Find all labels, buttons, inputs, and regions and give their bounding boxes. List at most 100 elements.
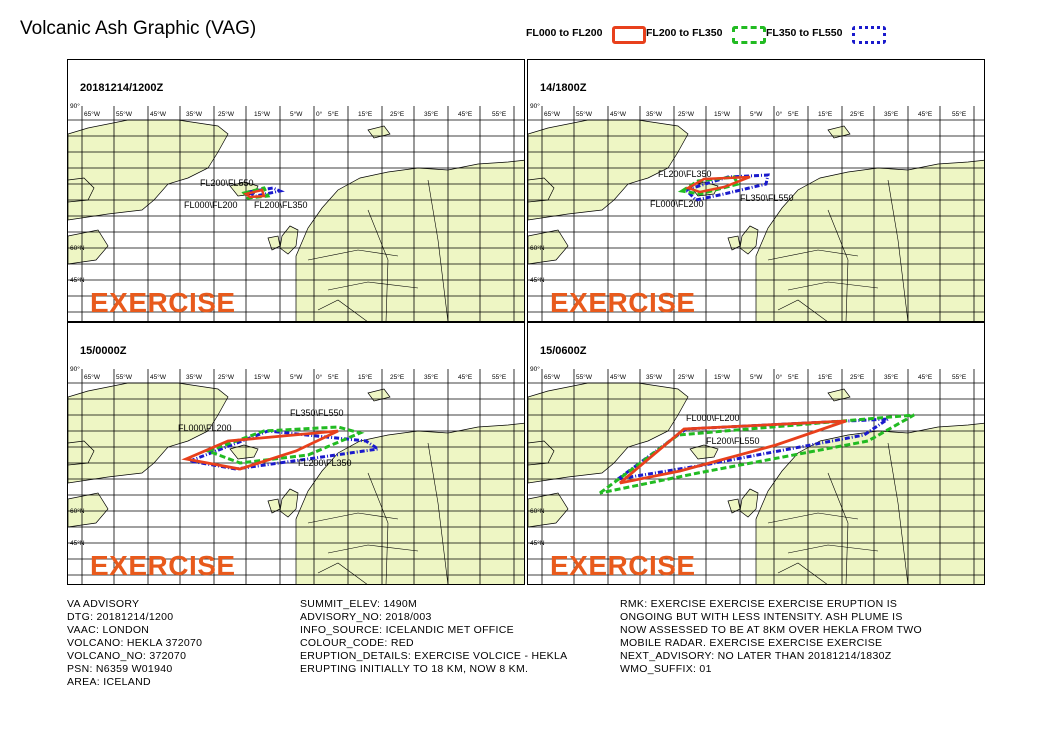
svg-text:90°: 90°: [530, 365, 540, 373]
svg-text:45°N: 45°N: [530, 276, 545, 284]
svg-text:25°E: 25°E: [390, 110, 405, 118]
exercise-label: EXERCISE: [550, 550, 696, 581]
svg-text:90°: 90°: [70, 102, 80, 110]
panel-time: 14/1800Z: [540, 82, 587, 94]
svg-text:45°W: 45°W: [610, 110, 627, 118]
svg-text:60°N: 60°N: [70, 244, 85, 252]
svg-text:55°W: 55°W: [576, 373, 593, 381]
svg-text:45°E: 45°E: [458, 373, 473, 381]
map-svg: 65°W 55°W 45°W 35°W 25°W 15°W 5°W 0° 5°E 15°E 25°E…: [68, 365, 524, 584]
svg-text:35°E: 35°E: [884, 110, 899, 118]
svg-text:65°W: 65°W: [84, 110, 101, 118]
legend-label-fl000-fl200: FL000 to FL200: [526, 27, 603, 39]
advisory-info-col1: VA ADVISORY DTG: 20181214/1200 VAAC: LON…: [67, 598, 203, 688]
svg-text:45°E: 45°E: [918, 373, 933, 381]
plume-label: FL350\FL550: [290, 408, 344, 418]
svg-text:60°N: 60°N: [530, 507, 545, 515]
svg-text:25°W: 25°W: [678, 373, 695, 381]
svg-text:45°N: 45°N: [70, 276, 85, 284]
svg-text:5°W: 5°W: [750, 373, 763, 381]
svg-text:45°W: 45°W: [610, 373, 627, 381]
svg-text:35°E: 35°E: [424, 373, 439, 381]
svg-text:65°W: 65°W: [544, 373, 561, 381]
svg-text:5°W: 5°W: [290, 110, 303, 118]
svg-text:5°E: 5°E: [328, 110, 339, 118]
svg-text:55°E: 55°E: [952, 373, 967, 381]
svg-text:45°W: 45°W: [150, 373, 167, 381]
svg-text:25°E: 25°E: [850, 373, 865, 381]
ash-plume-svg: FL000\FL200 FL350\FL550 FL200\FL350: [178, 408, 383, 471]
svg-text:5°W: 5°W: [290, 373, 303, 381]
svg-text:0°: 0°: [316, 110, 323, 118]
svg-text:15°E: 15°E: [358, 373, 373, 381]
svg-text:55°W: 55°W: [576, 110, 593, 118]
svg-text:60°N: 60°N: [530, 244, 545, 252]
svg-text:15°E: 15°E: [358, 110, 373, 118]
svg-text:15°E: 15°E: [818, 110, 833, 118]
svg-text:25°E: 25°E: [390, 373, 405, 381]
svg-text:0°: 0°: [316, 373, 323, 381]
svg-text:15°E: 15°E: [818, 373, 833, 381]
svg-text:35°E: 35°E: [884, 373, 899, 381]
svg-text:55°E: 55°E: [952, 110, 967, 118]
plume-label: FL200\FL550: [706, 436, 760, 446]
plume-label: FL200\FL550: [200, 178, 254, 188]
svg-text:55°W: 55°W: [116, 110, 133, 118]
svg-text:15°W: 15°W: [254, 373, 271, 381]
map-svg: 65°W 55°W 45°W 35°W 25°W 15°W 5°W 0° 5°E 15°E 25°E…: [528, 102, 984, 321]
svg-text:45°W: 45°W: [150, 110, 167, 118]
svg-text:45°N: 45°N: [70, 539, 85, 547]
svg-text:15°W: 15°W: [714, 110, 731, 118]
svg-text:35°W: 35°W: [646, 110, 663, 118]
page-title: Volcanic Ash Graphic (VAG): [20, 18, 257, 39]
svg-text:45°E: 45°E: [458, 110, 473, 118]
plume-label: FL200\FL350: [254, 200, 308, 210]
svg-text:45°E: 45°E: [918, 110, 933, 118]
map-panel-3: 65°W 55°W 45°W 35°W 25°W 15°W 5°W 0° 5°E 15°E 25°E…: [67, 322, 525, 585]
svg-text:35°W: 35°W: [186, 373, 203, 381]
legend-swatch-blue: [852, 26, 886, 44]
svg-text:0°: 0°: [776, 373, 783, 381]
svg-text:5°E: 5°E: [788, 373, 799, 381]
map-svg: 65°W 55°W 45°W 35°W 25°W 15°W 5°W 0° 5°E 15°E 25°E…: [68, 102, 524, 321]
svg-text:90°: 90°: [70, 365, 80, 373]
svg-text:55°E: 55°E: [492, 110, 507, 118]
advisory-info-col3: RMK: EXERCISE EXERCISE EXERCISE ERUPTION…: [620, 598, 922, 675]
map-panel-4: 65°W 55°W 45°W 35°W 25°W 15°W 5°W 0° 5°E 15°E 25°E…: [527, 322, 985, 585]
ash-plume-svg: FL000\FL200 FL200\FL550: [599, 413, 915, 495]
svg-text:65°W: 65°W: [84, 373, 101, 381]
svg-text:60°N: 60°N: [70, 507, 85, 515]
exercise-label: EXERCISE: [90, 550, 236, 581]
advisory-info-col2: SUMMIT_ELEV: 1490M ADVISORY_NO: 2018/003…: [300, 598, 568, 675]
svg-text:35°W: 35°W: [186, 110, 203, 118]
svg-text:55°W: 55°W: [116, 373, 133, 381]
map-panel-1: 65°W 55°W 45°W 35°W 25°W 15°W 5°W 0° 5°E 15°E 25°E…: [67, 59, 525, 322]
ash-plume-svg: FL200\FL550 FL000\FL200 FL200\FL350: [184, 178, 308, 210]
plume-label: FL350\FL550: [740, 193, 794, 203]
exercise-label: EXERCISE: [90, 287, 236, 318]
ash-plume-svg: FL200\FL350 FL000\FL200 FL350\FL550: [650, 169, 794, 209]
svg-text:15°W: 15°W: [254, 110, 271, 118]
map-panel-2: 65°W 55°W 45°W 35°W 25°W 15°W 5°W 0° 5°E 15°E 25°E…: [527, 59, 985, 322]
panel-time: 20181214/1200Z: [80, 82, 164, 94]
panel-time: 15/0600Z: [540, 345, 587, 357]
svg-text:25°W: 25°W: [218, 110, 235, 118]
map-svg: 65°W 55°W 45°W 35°W 25°W 15°W 5°W 0° 5°E 15°E 25°E…: [528, 365, 984, 584]
legend-swatch-red: [612, 26, 646, 44]
svg-text:5°W: 5°W: [750, 110, 763, 118]
plume-label: FL200\FL350: [298, 458, 352, 468]
svg-text:45°N: 45°N: [530, 539, 545, 547]
svg-text:25°E: 25°E: [850, 110, 865, 118]
plume-label: FL000\FL200: [178, 423, 232, 433]
svg-text:35°E: 35°E: [424, 110, 439, 118]
svg-text:90°: 90°: [530, 102, 540, 110]
svg-text:0°: 0°: [776, 110, 783, 118]
plume-label: FL200\FL350: [658, 169, 712, 179]
svg-text:25°W: 25°W: [678, 110, 695, 118]
plume-label: FL000\FL200: [686, 413, 740, 423]
svg-text:5°E: 5°E: [328, 373, 339, 381]
svg-text:25°W: 25°W: [218, 373, 235, 381]
svg-text:5°E: 5°E: [788, 110, 799, 118]
legend-label-fl200-fl350: FL200 to FL350: [646, 27, 723, 39]
plume-label: FL000\FL200: [184, 200, 238, 210]
